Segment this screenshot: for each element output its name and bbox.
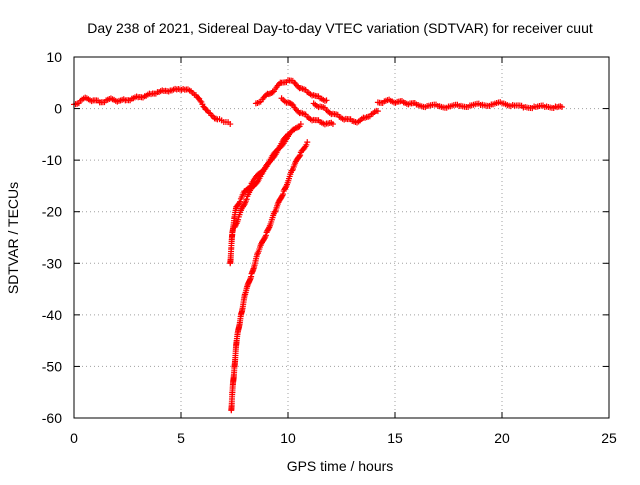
series-segment-a — [252, 77, 330, 107]
series-segment-b — [278, 95, 336, 128]
data-point — [295, 124, 302, 131]
data-point — [243, 196, 250, 203]
series-main — [71, 85, 234, 128]
y-tick-label: -40 — [42, 307, 62, 323]
data-point — [284, 132, 291, 139]
x-tick-label: 10 — [280, 430, 296, 446]
series-segment-c — [310, 100, 381, 126]
data-point — [269, 89, 276, 96]
series-branch-mid — [231, 131, 291, 231]
x-tick-label: 0 — [70, 430, 78, 446]
plot-frame — [73, 56, 610, 419]
data-point — [558, 104, 565, 111]
data-point — [227, 121, 234, 128]
data-point — [265, 225, 272, 232]
data-point — [329, 121, 336, 128]
data-point — [236, 200, 243, 207]
x-tick-label: 20 — [494, 430, 510, 446]
x-axis-label: GPS time / hours — [287, 458, 394, 474]
data-point — [303, 141, 310, 148]
data-point — [282, 184, 289, 191]
data-point — [262, 232, 269, 239]
data-layer — [71, 77, 565, 414]
data-point — [278, 193, 285, 200]
data-point — [323, 97, 330, 104]
series-segment-d — [374, 96, 565, 112]
data-point — [297, 152, 304, 159]
data-point — [261, 235, 268, 242]
y-tick-label: -60 — [42, 410, 62, 426]
data-point — [288, 101, 295, 108]
x-tick-label: 5 — [177, 430, 185, 446]
grid-layer — [74, 57, 609, 418]
data-point — [280, 191, 287, 198]
data-point — [297, 121, 304, 128]
data-point — [258, 171, 265, 178]
data-point — [237, 198, 244, 205]
series-branch-lower — [228, 139, 311, 414]
y-tick-label: -50 — [42, 358, 62, 374]
y-tick-label: -10 — [42, 152, 62, 168]
x-tick-label: 25 — [601, 430, 617, 446]
data-point — [235, 216, 242, 223]
data-point — [197, 97, 204, 104]
y-tick-label: 10 — [46, 49, 62, 65]
data-point — [301, 144, 308, 151]
data-point — [241, 201, 248, 208]
tick-layer: 0 5 10 15 20 25 10 0 -10 -20 -30 -40 -50 -60 — [42, 49, 617, 446]
x-tick-label: 15 — [387, 430, 403, 446]
y-tick-label: -20 — [42, 204, 62, 220]
data-point — [304, 139, 311, 146]
data-point — [374, 108, 381, 115]
y-axis-label: SDTVAR / TECUs — [5, 182, 21, 294]
chart-title: Day 238 of 2021, Sidereal Day-to-day VTE… — [87, 20, 593, 36]
data-point — [296, 153, 303, 160]
data-point — [285, 131, 291, 138]
y-tick-label: 0 — [54, 101, 62, 117]
y-tick-label: -30 — [42, 255, 62, 271]
